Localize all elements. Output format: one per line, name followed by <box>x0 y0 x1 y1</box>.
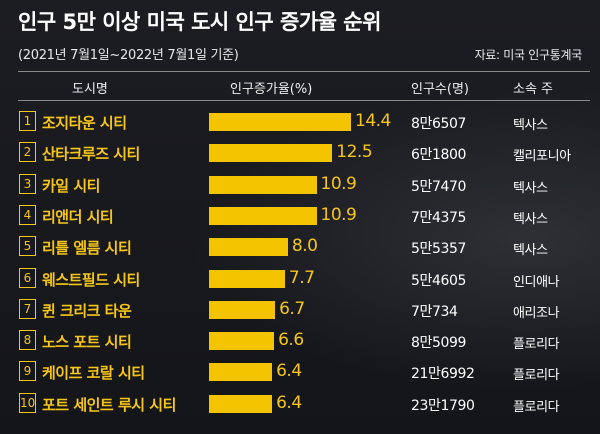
bar <box>209 300 276 319</box>
header-population: 인구수(명) <box>411 82 469 97</box>
city-label: 노스 포트 시티 <box>42 333 132 352</box>
city-label: 산타크루즈 시티 <box>42 145 140 164</box>
rank-badge: 3 <box>19 173 36 194</box>
city-label: 카일 시티 <box>42 176 100 195</box>
rank-badge: 4 <box>19 204 36 225</box>
header-state: 소속 주 <box>513 82 554 97</box>
city-label: 케이프 코랄 시티 <box>42 364 145 383</box>
population-value: 6만1800 <box>411 147 467 164</box>
value-label: 7.7 <box>288 267 315 288</box>
state-value: 애리조나 <box>513 305 560 321</box>
population-value: 5만4605 <box>411 272 467 289</box>
bar <box>209 175 317 194</box>
state-value: 플로리다 <box>513 399 560 415</box>
value-label: 12.5 <box>336 142 373 163</box>
city-label: 리앤더 시티 <box>42 207 114 226</box>
bar <box>209 144 333 163</box>
chart-title: 인구 5만 이상 미국 도시 인구 증가율 순위 <box>18 10 381 34</box>
rank-badge: 8 <box>19 330 36 351</box>
source-note: 자료: 미국 인구통계국 <box>474 48 583 62</box>
population-value: 5만5357 <box>411 241 467 258</box>
population-value: 7만4375 <box>411 209 467 226</box>
population-value: 8만6507 <box>411 116 467 132</box>
table-header: 도시명 인구증가율(%) 인구수(명) 소속 주 <box>18 71 590 101</box>
rank-badge: 1 <box>19 111 36 131</box>
population-value: 21만6992 <box>411 366 475 383</box>
population-value: 23만1790 <box>411 397 475 414</box>
value-label: 6.4 <box>276 361 302 382</box>
population-value: 7만734 <box>411 303 458 320</box>
city-label: 웨스트필드 시티 <box>42 270 140 289</box>
population-value: 5만7470 <box>411 178 467 195</box>
rank-badge: 7 <box>19 298 36 319</box>
city-label: 조지타운 시티 <box>42 114 127 132</box>
value-label: 6.6 <box>278 330 304 351</box>
value-label: 10.9 <box>320 204 357 225</box>
bar <box>209 206 317 225</box>
bar <box>209 238 288 257</box>
bar <box>209 332 275 351</box>
state-value: 인디애나 <box>513 274 560 290</box>
state-value: 텍사스 <box>513 180 548 196</box>
rank-badge: 9 <box>19 361 36 382</box>
city-label: 포트 세인트 루시 시티 <box>42 395 176 414</box>
rank-badge: 6 <box>19 267 36 288</box>
rank-badge: 5 <box>19 236 36 257</box>
value-label: 6.7 <box>279 298 305 319</box>
rank-badge: 2 <box>19 142 36 163</box>
header-city: 도시명 <box>72 82 108 97</box>
value-label: 14.4 <box>355 111 391 131</box>
state-value: 플로리다 <box>513 337 560 353</box>
city-label: 리틀 엘름 시티 <box>42 239 132 258</box>
state-value: 텍사스 <box>513 243 548 259</box>
state-value: 텍사스 <box>513 211 548 227</box>
header-rate: 인구증가율(%) <box>230 82 313 97</box>
city-label: 퀸 크리크 타운 <box>42 301 132 320</box>
bar <box>209 363 273 382</box>
value-label: 10.9 <box>320 173 357 194</box>
bar <box>209 113 351 131</box>
chart-subtitle: (2021년 7월1일~2022년 7월1일 기준) <box>18 48 239 63</box>
state-value: 플로리다 <box>513 368 560 384</box>
bar <box>209 269 285 288</box>
value-label: 6.4 <box>276 392 302 413</box>
value-label: 8.0 <box>291 236 318 257</box>
rank-badge: 10 <box>19 392 36 413</box>
bar <box>209 394 273 413</box>
population-value: 8만5099 <box>411 335 467 352</box>
state-value: 캘리포니아 <box>513 149 571 165</box>
state-value: 텍사스 <box>513 118 548 133</box>
